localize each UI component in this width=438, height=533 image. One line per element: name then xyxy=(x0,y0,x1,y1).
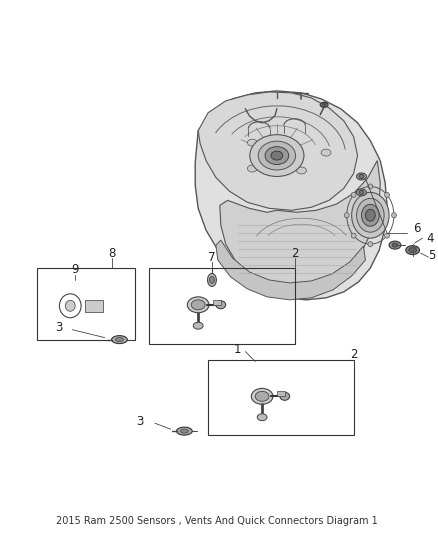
Ellipse shape xyxy=(351,192,356,197)
Ellipse shape xyxy=(365,209,375,221)
Polygon shape xyxy=(195,91,387,300)
Ellipse shape xyxy=(368,184,373,189)
Ellipse shape xyxy=(265,147,289,165)
Bar xyxy=(149,268,295,344)
Ellipse shape xyxy=(321,149,331,156)
Ellipse shape xyxy=(180,429,188,433)
Bar xyxy=(208,360,353,435)
Ellipse shape xyxy=(357,189,367,196)
Text: 7: 7 xyxy=(208,251,215,263)
Ellipse shape xyxy=(320,102,328,107)
Polygon shape xyxy=(198,92,357,211)
Text: 5: 5 xyxy=(428,248,436,262)
Ellipse shape xyxy=(385,192,389,197)
Ellipse shape xyxy=(409,248,417,253)
Ellipse shape xyxy=(247,165,257,172)
Bar xyxy=(37,268,135,340)
Ellipse shape xyxy=(359,174,364,179)
Text: 6: 6 xyxy=(413,222,420,235)
Ellipse shape xyxy=(357,173,367,180)
Text: 3: 3 xyxy=(55,321,62,334)
Text: 2015 Ram 2500 Sensors , Vents And Quick Connectors Diagram 1: 2015 Ram 2500 Sensors , Vents And Quick … xyxy=(56,515,378,526)
Ellipse shape xyxy=(177,427,192,435)
Ellipse shape xyxy=(209,277,215,284)
Ellipse shape xyxy=(361,204,379,226)
Ellipse shape xyxy=(258,141,296,170)
Ellipse shape xyxy=(247,139,257,146)
Ellipse shape xyxy=(251,389,273,404)
Text: 9: 9 xyxy=(71,263,79,277)
Text: 4: 4 xyxy=(427,232,434,245)
Bar xyxy=(85,300,103,312)
Ellipse shape xyxy=(406,246,420,255)
Ellipse shape xyxy=(297,167,307,174)
Ellipse shape xyxy=(351,233,356,238)
Ellipse shape xyxy=(216,301,226,309)
Bar xyxy=(213,300,221,305)
Ellipse shape xyxy=(191,300,205,310)
Ellipse shape xyxy=(322,103,326,107)
Ellipse shape xyxy=(257,414,267,421)
Ellipse shape xyxy=(193,322,203,329)
Polygon shape xyxy=(220,160,380,285)
Text: 2: 2 xyxy=(350,348,357,361)
Ellipse shape xyxy=(250,135,304,176)
Ellipse shape xyxy=(271,151,283,160)
Text: 1: 1 xyxy=(234,343,241,356)
Ellipse shape xyxy=(357,198,384,232)
Ellipse shape xyxy=(392,243,398,247)
Text: 3: 3 xyxy=(136,415,143,427)
Ellipse shape xyxy=(255,391,269,401)
Ellipse shape xyxy=(385,233,389,238)
Ellipse shape xyxy=(344,213,349,218)
Ellipse shape xyxy=(368,241,373,247)
Bar xyxy=(277,391,285,397)
Ellipse shape xyxy=(116,337,124,342)
Ellipse shape xyxy=(352,192,389,238)
Ellipse shape xyxy=(187,297,209,313)
Ellipse shape xyxy=(359,190,364,195)
Ellipse shape xyxy=(65,300,75,311)
Ellipse shape xyxy=(280,392,290,400)
Ellipse shape xyxy=(392,213,396,218)
Polygon shape xyxy=(216,240,365,300)
Text: 8: 8 xyxy=(108,247,115,260)
Ellipse shape xyxy=(208,273,216,286)
Ellipse shape xyxy=(112,336,127,344)
Ellipse shape xyxy=(389,241,401,249)
Text: 2: 2 xyxy=(291,247,298,260)
